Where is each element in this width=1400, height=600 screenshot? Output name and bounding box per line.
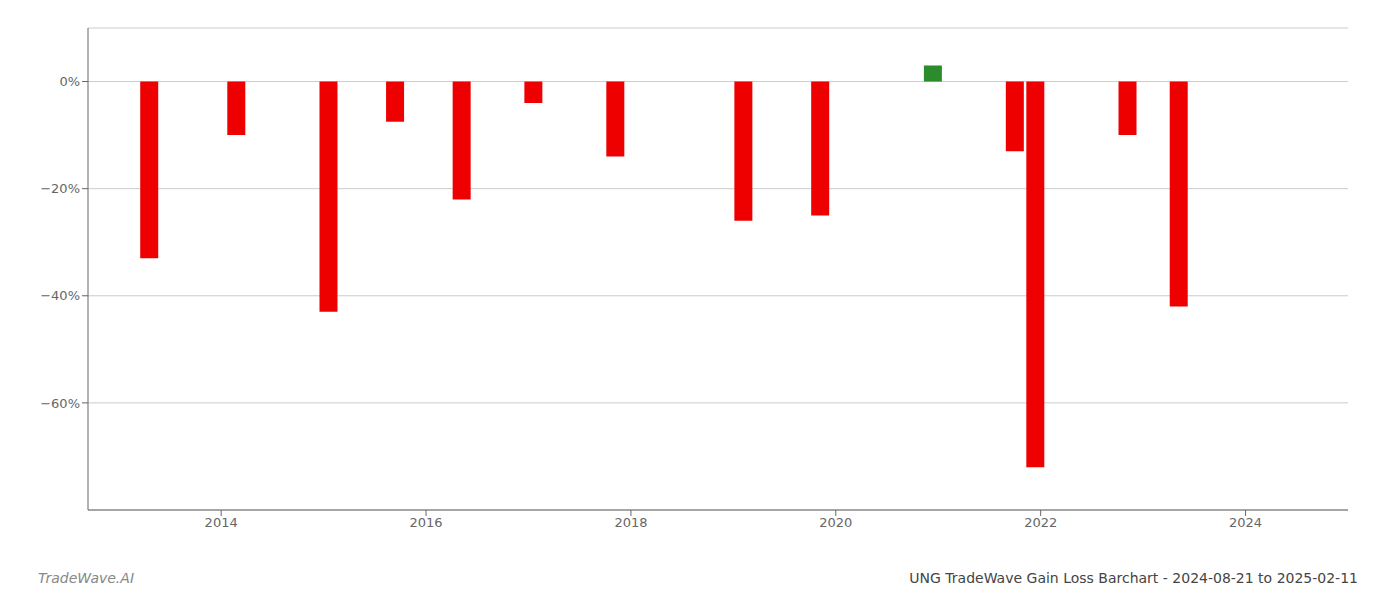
svg-text:2014: 2014 <box>205 515 238 530</box>
svg-text:2024: 2024 <box>1229 515 1262 530</box>
svg-text:2016: 2016 <box>410 515 443 530</box>
svg-text:−40%: −40% <box>40 288 80 303</box>
svg-text:2020: 2020 <box>819 515 852 530</box>
svg-text:2022: 2022 <box>1024 515 1057 530</box>
svg-text:2018: 2018 <box>614 515 647 530</box>
svg-text:0%: 0% <box>59 74 80 89</box>
html-text:TradeWave.AI: TradeWave.AI <box>38 570 134 586</box>
html-text:UNG TradeWave Gain Loss Barcha: UNG TradeWave Gain Loss Barchart - 2024-… <box>909 570 1358 586</box>
svg-text:−60%: −60% <box>40 396 80 411</box>
svg-text:−20%: −20% <box>40 181 80 196</box>
